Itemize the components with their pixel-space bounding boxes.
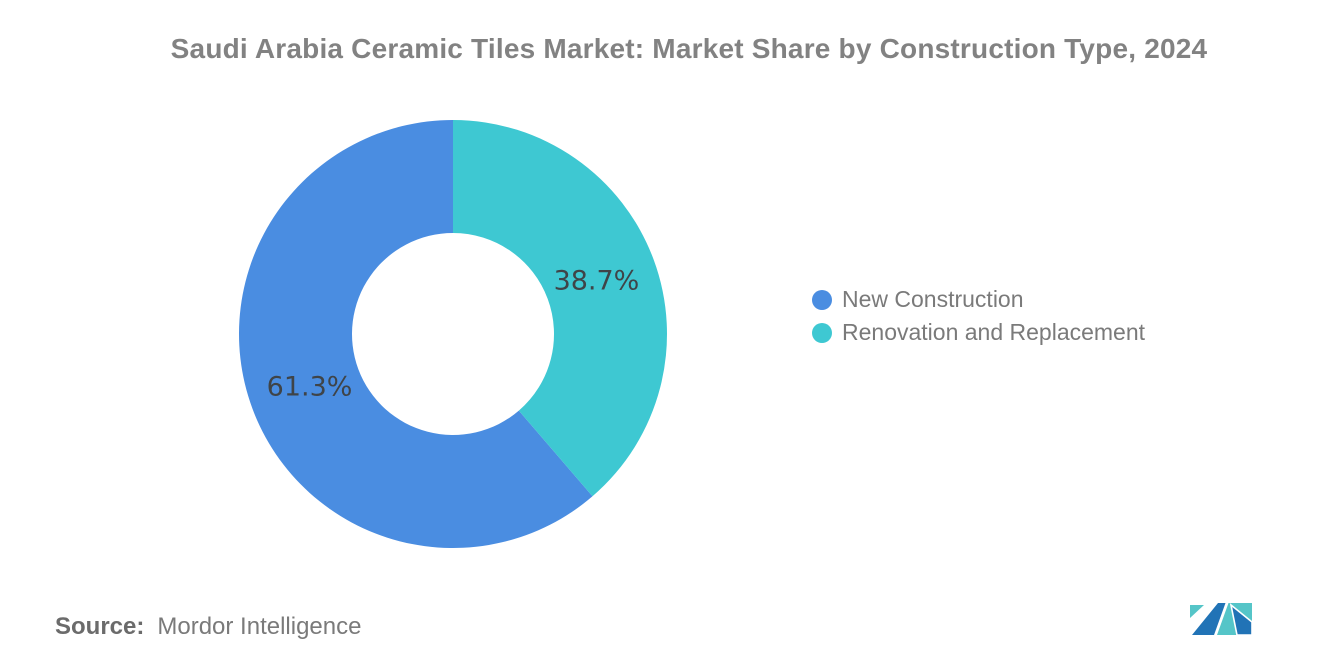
slice-label-0: 61.3%: [267, 372, 353, 403]
legend-marker-renovation-and-replacement-icon: [812, 322, 832, 343]
donut-svg: 61.3% 38.7%: [239, 120, 668, 548]
legend-marker-new-construction-icon: [812, 289, 832, 310]
legend-item-renovation-and-replacement[interactable]: Renovation and Replacement: [812, 316, 1145, 349]
donut-chart: 61.3% 38.7%: [218, 99, 688, 569]
source-label: Source:: [55, 613, 145, 640]
legend-label-new-construction: New Construction: [842, 286, 1024, 312]
mordor-intelligence-logo-icon: [1190, 602, 1253, 636]
legend-item-new-construction[interactable]: New Construction: [812, 283, 1145, 316]
legend: New Construction Renovation and Replacem…: [812, 283, 1145, 349]
donut-slice-0[interactable]: [239, 120, 593, 548]
mordor-intelligence-logo: [1190, 600, 1254, 636]
source-value: Mordor Intelligence: [157, 613, 362, 640]
slice-label-1: 38.7%: [554, 265, 640, 296]
chart-title: Saudi Arabia Ceramic Tiles Market: Marke…: [170, 33, 1208, 64]
donut-slice-1[interactable]: [453, 120, 668, 497]
source-note: Source: Mordor Intelligence: [55, 613, 361, 641]
legend-label-renovation-and-replacement: Renovation and Replacement: [842, 319, 1146, 345]
